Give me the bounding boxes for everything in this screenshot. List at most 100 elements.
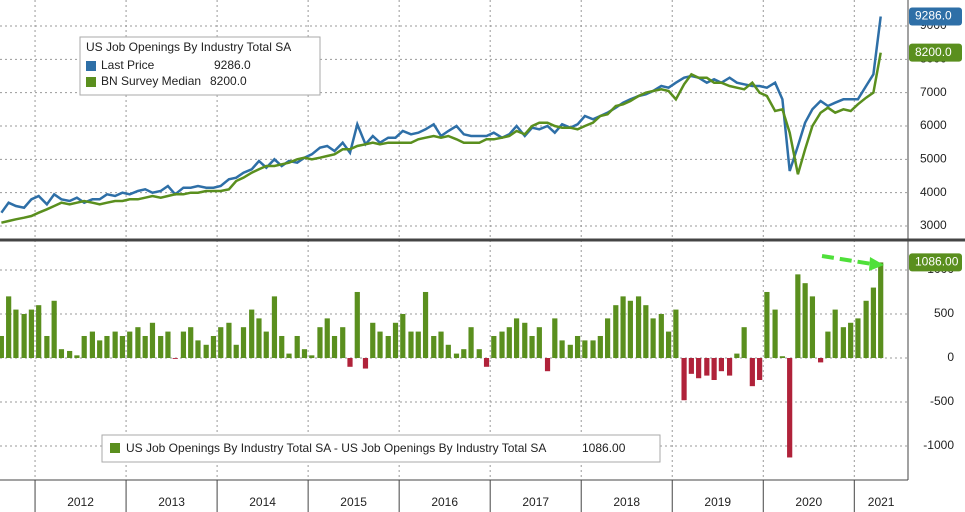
bar: [210, 335, 217, 358]
bar: [726, 357, 733, 376]
bar: [67, 350, 73, 358]
price-tag-label: 8200.0: [915, 45, 952, 59]
legend-title: US Job Openings By Industry Total SA: [86, 40, 291, 54]
y-tick-label: 4000: [920, 185, 947, 199]
line-series: [1, 52, 882, 224]
bar: [681, 357, 687, 401]
x-tick-label: 2013: [158, 495, 185, 509]
bar: [825, 331, 831, 358]
bar: [203, 344, 209, 358]
line-series: [0, 16, 882, 214]
bar: [28, 309, 35, 358]
bar: [764, 291, 770, 358]
axis-labels: 30004000500060007000800090009286.08200.0…: [67, 7, 962, 509]
bar: [324, 318, 330, 358]
y-tick-label: 5000: [920, 152, 947, 166]
bar: [119, 335, 126, 358]
bar: [44, 335, 50, 358]
top-legend: US Job Openings By Industry Total SA Las…: [79, 36, 321, 96]
y-tick-label: 6000: [920, 118, 947, 132]
bar: [58, 349, 65, 358]
bar: [522, 322, 528, 358]
bar: [704, 357, 710, 376]
bar: [848, 322, 854, 358]
bar: [665, 331, 672, 358]
x-tick-label: 2021: [868, 495, 895, 509]
y-tick-label: 500: [934, 306, 954, 320]
bar: [279, 335, 285, 358]
bar: [643, 305, 649, 358]
bar: [635, 296, 642, 358]
bar: [445, 344, 451, 358]
bar: [461, 349, 467, 358]
bar: [536, 327, 542, 358]
bar: [218, 327, 224, 358]
bar: [438, 331, 444, 358]
bar: [718, 357, 724, 372]
legend-box: [79, 36, 321, 96]
bar: [240, 327, 247, 358]
bar: [544, 357, 551, 372]
legend-entry: Last Price: [101, 58, 155, 72]
bar: [658, 313, 664, 358]
bar: [263, 331, 269, 358]
bar: [529, 335, 535, 358]
price-tag: [909, 253, 962, 272]
legend-swatch: [86, 61, 96, 71]
bar: [36, 305, 42, 358]
bar: [650, 318, 656, 358]
legend-value: 9286.0: [214, 58, 251, 72]
bar: [172, 357, 178, 359]
bar: [590, 340, 596, 358]
annotation-arrow: [821, 254, 873, 266]
legend-entry: US Job Openings By Industry Total SA - U…: [126, 441, 546, 455]
bar: [370, 322, 376, 358]
bar: [377, 331, 383, 358]
price-tag: [909, 7, 962, 26]
bar: [286, 353, 292, 358]
marks: [0, 16, 884, 458]
bar: [415, 331, 421, 358]
bar: [6, 296, 12, 358]
bar: [688, 357, 694, 374]
bar: [331, 335, 338, 358]
legend-value: 1086.00: [582, 441, 626, 455]
price-tag-label: 1086.00: [915, 255, 959, 269]
bar: [809, 296, 816, 358]
y-tick-label: 3000: [920, 218, 947, 232]
bar: [317, 327, 323, 358]
bar: [605, 318, 611, 358]
x-tick-label: 2016: [431, 495, 458, 509]
bar: [294, 335, 300, 358]
bar: [567, 344, 573, 358]
legend-entry: BN Survey Median: [101, 74, 201, 88]
bar: [476, 349, 482, 358]
bar: [787, 357, 793, 458]
legend-box: [101, 434, 661, 463]
bar: [559, 340, 565, 358]
bar: [249, 309, 255, 358]
bar: [818, 357, 824, 363]
bar: [757, 357, 763, 381]
bar: [21, 313, 27, 358]
bar: [453, 353, 460, 358]
annotation-arrowhead: [869, 257, 884, 271]
bar: [165, 331, 171, 358]
bar: [112, 331, 118, 358]
y-tick-label: 7000: [920, 85, 947, 99]
x-tick-label: 2015: [340, 495, 367, 509]
bar: [832, 309, 838, 358]
bar: [256, 318, 262, 358]
x-tick-label: 2020: [795, 495, 822, 509]
bar: [51, 300, 57, 358]
x-tick-label: 2019: [704, 495, 731, 509]
bar: [74, 355, 80, 358]
price-tag: [909, 43, 962, 62]
bar: [81, 335, 87, 358]
legend-swatch: [110, 443, 120, 453]
bar: [431, 335, 437, 358]
bar: [613, 305, 619, 358]
bar: [188, 327, 194, 358]
bar: [392, 322, 399, 358]
